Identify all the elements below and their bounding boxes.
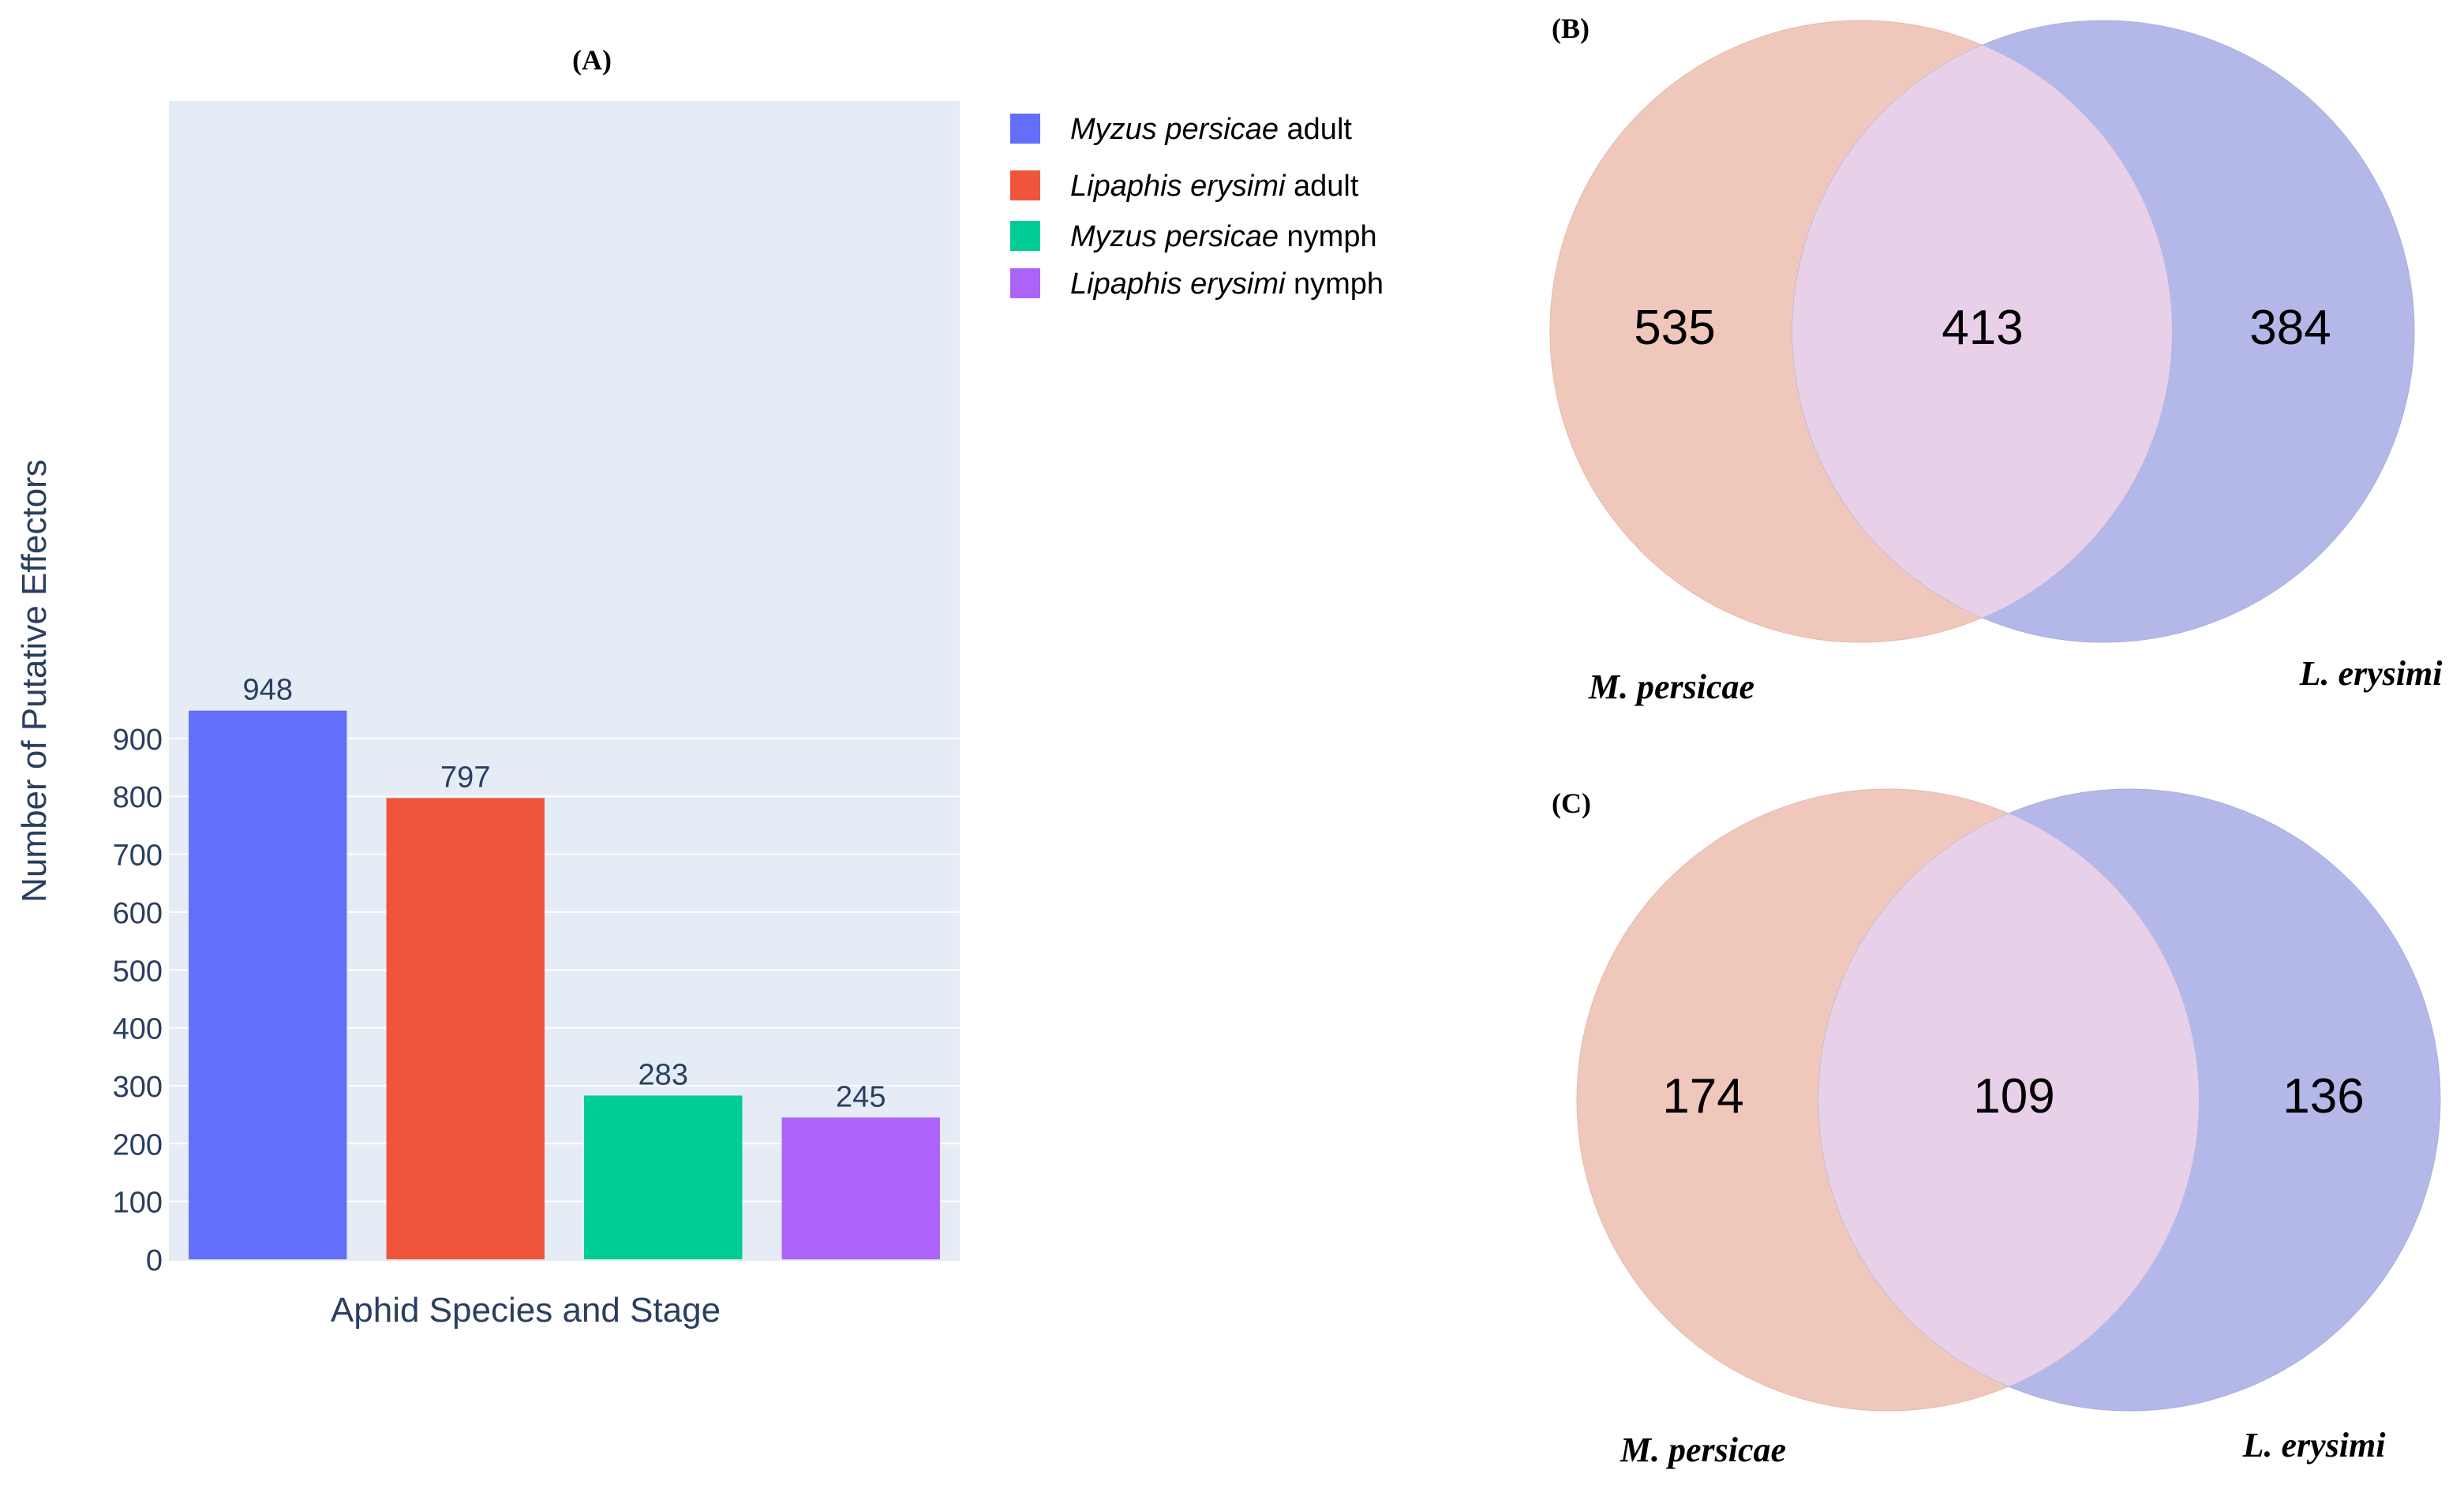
- bar-data-label: 948: [243, 674, 293, 707]
- venn-b-intersection: [1792, 21, 2172, 642]
- panel-a-label: (A): [572, 44, 612, 76]
- legend-species: Lipaphis erysimi: [1070, 267, 1286, 301]
- panel-c-label: (C): [1552, 787, 1591, 819]
- legend-item: Myzus persicae nymph: [1070, 220, 1377, 253]
- x-axis-label: Aphid Species and Stage: [331, 1291, 721, 1330]
- legend-item: Lipaphis erysimi nymph: [1070, 267, 1384, 301]
- venn-b-set-1-only: 535: [1634, 301, 1715, 355]
- y-tick-label: 100: [113, 1187, 163, 1220]
- venn-c-intersection-value: 109: [1973, 1069, 2054, 1124]
- panel-b: (B) 535 413 384 M. persicae L. erysimi: [1549, 13, 2443, 706]
- y-tick-label: 0: [146, 1244, 163, 1277]
- legend-swatch: [1010, 114, 1040, 144]
- venn-b-set-1-label: M. persicae: [1588, 668, 1754, 706]
- y-axis-label: Number of Putative Effectors: [15, 459, 54, 903]
- bar-data-label: 245: [836, 1080, 886, 1113]
- legend-item: Myzus persicae adult: [1070, 113, 1352, 146]
- legend-stage: adult: [1279, 113, 1352, 146]
- venn-c-set-2-only: 136: [2282, 1069, 2364, 1124]
- venn-c-set-1-label: M. persicae: [1620, 1431, 1786, 1469]
- bar-data-labels: 948 797 283 245: [243, 674, 886, 1114]
- legend-stage: adult: [1285, 170, 1358, 203]
- bar: [189, 710, 347, 1259]
- panel-b-label: (B): [1552, 13, 1590, 44]
- y-tick-label: 200: [113, 1128, 163, 1161]
- bar: [386, 798, 545, 1259]
- y-tick-label: 400: [113, 1013, 163, 1046]
- panel-a: (A) 0 100 200 300 400 500 600 700 800 900 948 797 2…: [15, 44, 1384, 1330]
- venn-c-set-2-label: L. erysimi: [2242, 1426, 2387, 1464]
- bar: [584, 1095, 743, 1259]
- venn-c-set-1-only: 174: [1662, 1069, 1743, 1124]
- legend-species: Myzus persicae: [1070, 220, 1279, 253]
- legend-species: Lipaphis erysimi: [1070, 170, 1286, 203]
- venn-b-set-2-label: L. erysimi: [2299, 654, 2443, 693]
- legend-stage: nymph: [1279, 220, 1377, 253]
- y-tick-label: 500: [113, 955, 163, 988]
- y-tick-label: 800: [113, 781, 163, 814]
- legend-swatch: [1010, 170, 1040, 200]
- legend-swatch: [1010, 268, 1040, 298]
- venn-b-intersection-value: 413: [1942, 301, 2023, 355]
- legend-swatch: [1010, 221, 1040, 251]
- bar-data-label: 283: [638, 1058, 688, 1091]
- y-tick-label: 600: [113, 897, 163, 930]
- bars: [189, 710, 940, 1259]
- y-tick-label: 900: [113, 724, 163, 757]
- panel-c: (C) 174 109 136 M. persicae L. erysimi: [1552, 787, 2441, 1469]
- legend-item: Lipaphis erysimi adult: [1070, 170, 1359, 203]
- y-tick-labels: 0 100 200 300 400 500 600 700 800 900: [113, 724, 163, 1277]
- legend-stage: nymph: [1285, 267, 1384, 301]
- bar-data-label: 797: [440, 761, 490, 794]
- y-tick-label: 700: [113, 840, 163, 873]
- y-tick-label: 300: [113, 1071, 163, 1104]
- venn-b-set-2-only: 384: [2249, 301, 2331, 355]
- bar: [781, 1117, 940, 1259]
- legend-species: Myzus persicae: [1070, 113, 1279, 146]
- venn-c-intersection: [1818, 789, 2199, 1411]
